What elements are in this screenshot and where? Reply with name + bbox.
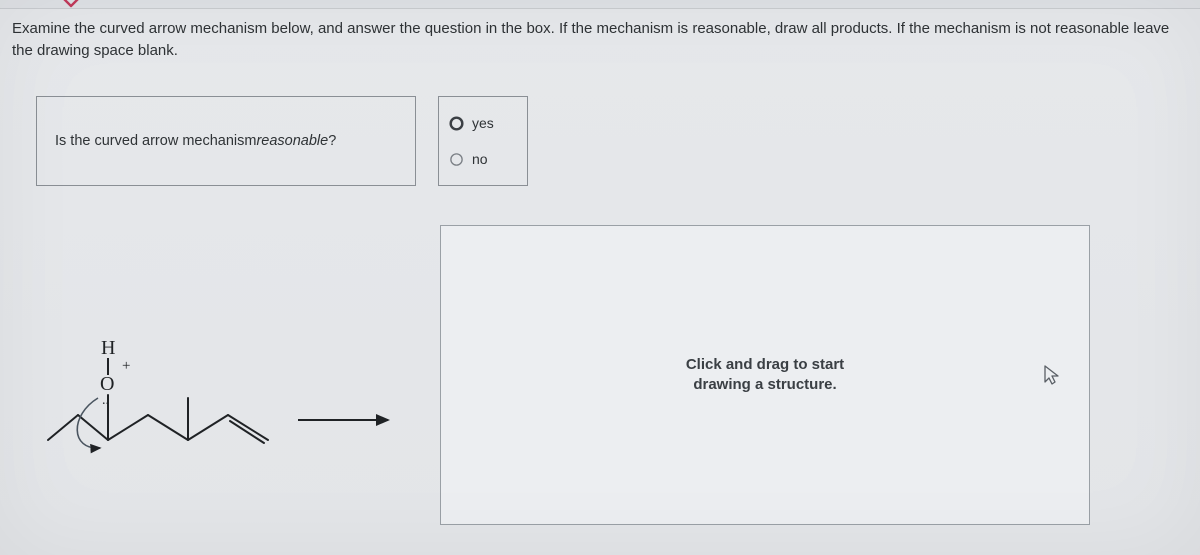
canvas-line1: Click and drag to start: [686, 356, 844, 373]
answer-radio-group: yes no: [438, 96, 528, 186]
canvas-placeholder: Click and drag to start drawing a struct…: [686, 355, 844, 396]
atom-H: H: [101, 337, 115, 359]
mechanism-structure: O .. H +: [40, 320, 400, 490]
question-italic: reasonable: [256, 133, 328, 149]
charge-plus: +: [122, 358, 130, 374]
radio-no-icon: [449, 152, 464, 167]
question-prefix: Is the curved arrow mechanism: [55, 133, 256, 149]
top-edge-divider: [0, 0, 1200, 9]
question-suffix: ?: [328, 133, 336, 149]
canvas-line2: drawing a structure.: [693, 376, 836, 393]
lone-pair: ..: [102, 393, 109, 408]
chevron-down-icon: [63, 0, 79, 8]
radio-yes[interactable]: yes: [449, 115, 517, 131]
instruction-text: Examine the curved arrow mechanism below…: [12, 18, 1190, 62]
question-box: Is the curved arrow mechanism reasonable…: [36, 96, 416, 186]
structure-canvas[interactable]: Click and drag to start drawing a struct…: [440, 225, 1090, 525]
radio-yes-icon: [449, 116, 464, 131]
radio-no-label: no: [472, 151, 488, 167]
radio-yes-label: yes: [472, 115, 494, 131]
radio-no[interactable]: no: [449, 151, 517, 167]
page-root: Examine the curved arrow mechanism below…: [0, 0, 1200, 555]
cursor-icon: [1043, 364, 1061, 386]
atom-O: O: [100, 373, 114, 395]
